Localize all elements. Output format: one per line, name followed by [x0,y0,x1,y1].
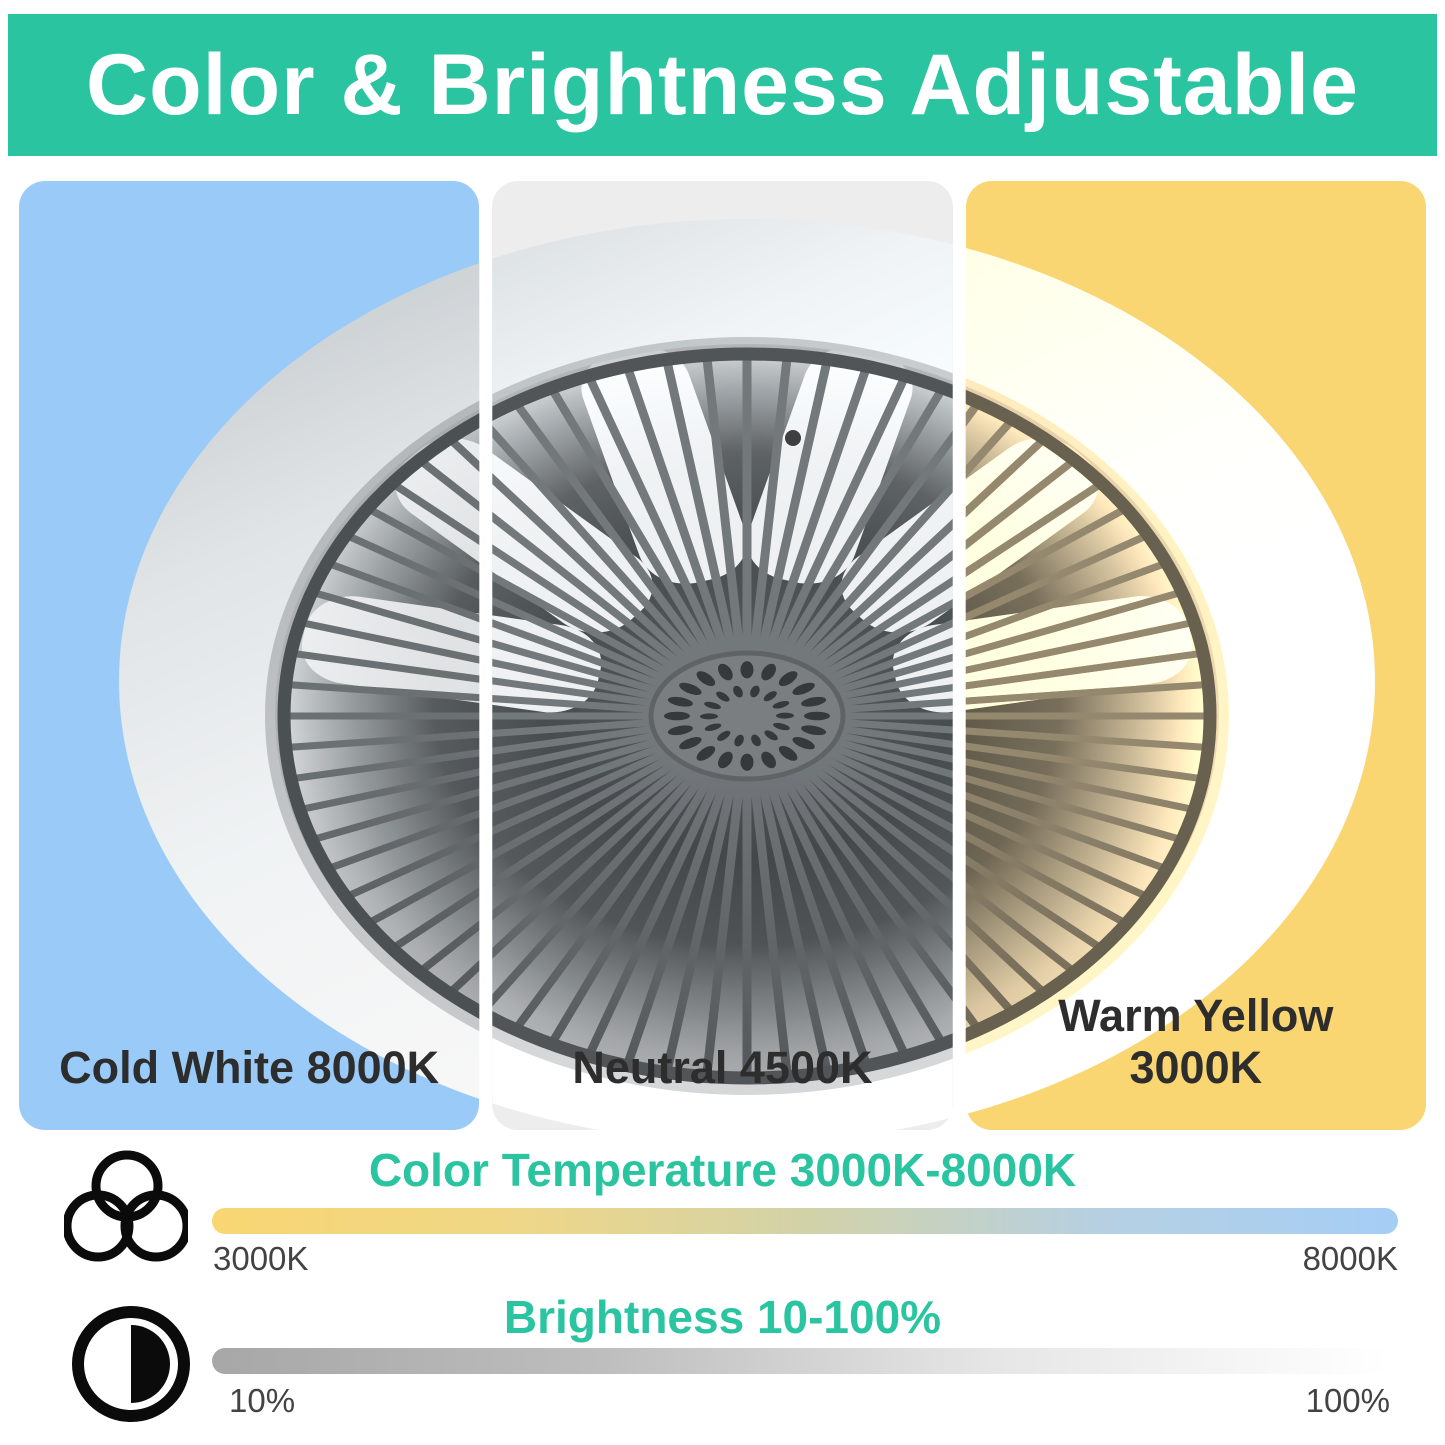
color-temperature-gradient-bar [212,1208,1398,1234]
panel-label-neutral: Neutral 4500K [572,1041,873,1093]
panel-label-warm-yellow: Warm Yellow 3000K [1058,989,1334,1093]
ceiling-fan-light-photo [19,181,1426,1130]
three-overlapping-circles-icon [64,1150,188,1262]
panel-label-cold-white: Cold White 8000K [59,1041,440,1093]
half-filled-circle-icon [72,1306,190,1422]
brightness-max-label: 100% [1305,1382,1390,1419]
color-temperature-title: Color Temperature 3000K-8000K [368,1144,1077,1196]
brightness-gradient-bar [212,1348,1388,1374]
brightness-title: Brightness 10-100% [503,1291,942,1343]
banner: Color & Brightness Adjustable [8,14,1437,156]
product-photo-area: Cold White 8000K Neutral 4500K Warm Yell… [19,181,1426,1130]
banner-title: Color & Brightness Adjustable [86,36,1359,133]
color-temperature-min-label: 3000K [213,1240,309,1277]
brightness-min-label: 10% [229,1382,296,1419]
color-temperature-max-label: 8000K [1302,1240,1398,1277]
